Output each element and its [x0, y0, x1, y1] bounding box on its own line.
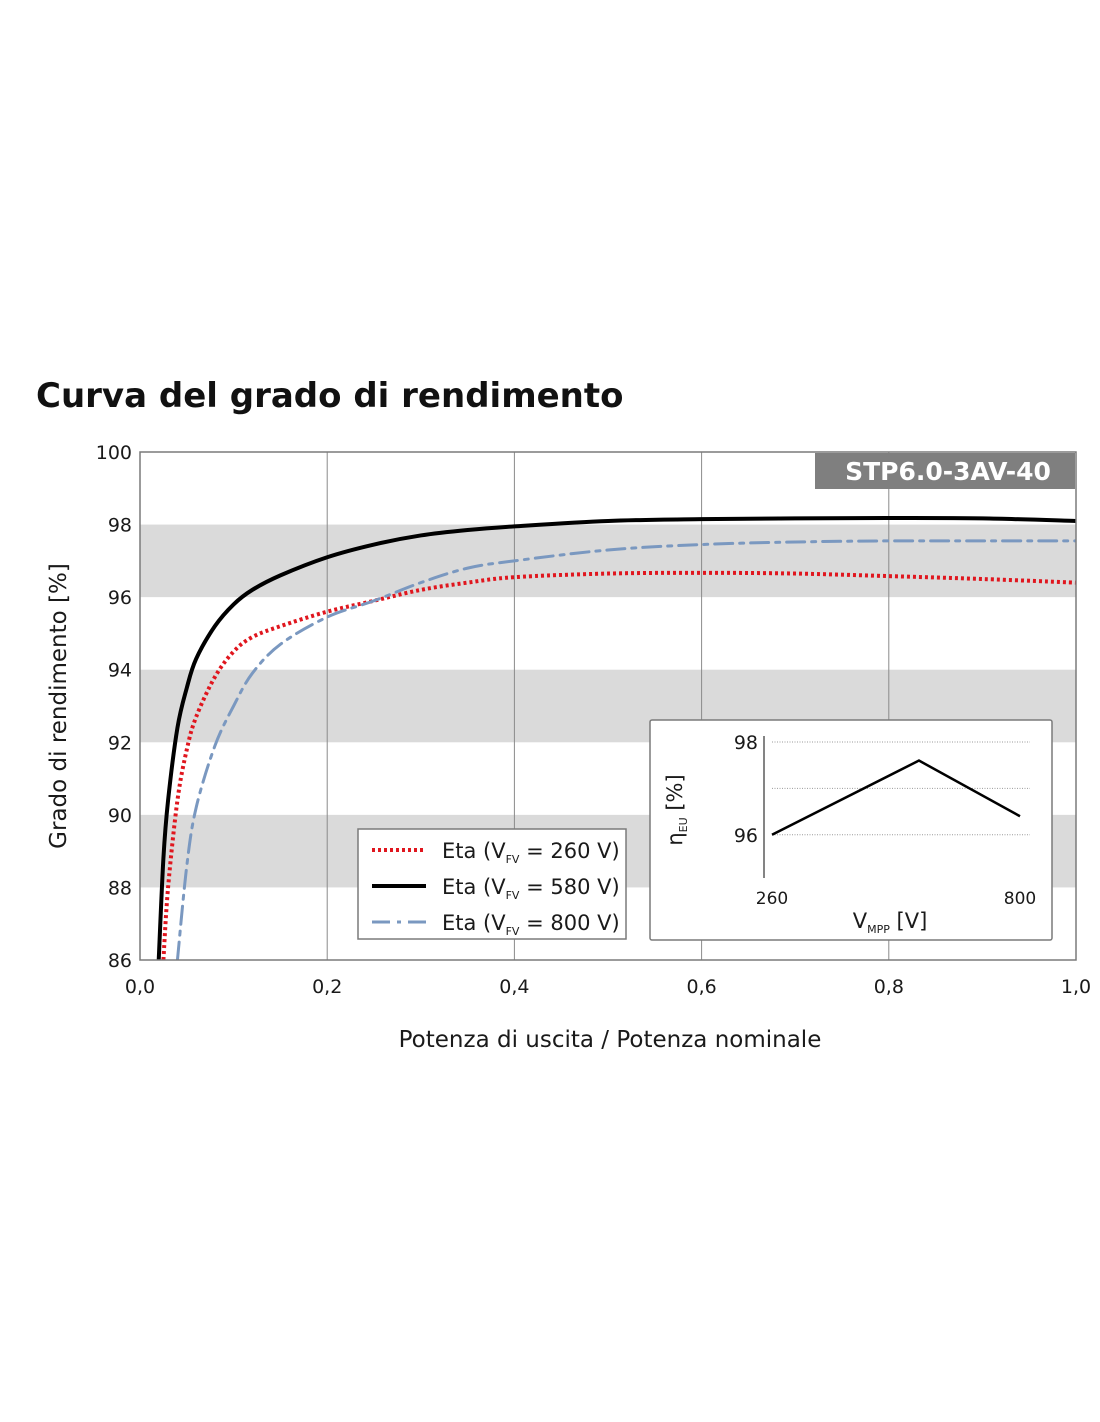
inset-x-axis-label: VMPP [V] [853, 909, 928, 936]
y-axis-label: Grado di rendimento [%] [46, 563, 72, 849]
y-tick-label: 90 [108, 805, 132, 827]
x-tick-label: 0,2 [312, 976, 342, 998]
y-tick-label: 100 [96, 442, 132, 464]
x-tick-labels: 0,0 0,2 0,4 0,6 0,8 1,0 [125, 976, 1091, 998]
inset-y-tick-label: 96 [734, 825, 758, 847]
model-badge-label: STP6.0-3AV-40 [845, 457, 1051, 486]
legend-label: Eta (VFV = 800 V) [442, 911, 620, 938]
y-tick-label: 88 [108, 877, 132, 899]
x-axis-label: Potenza di uscita / Potenza nominale [399, 1027, 822, 1053]
inset-y-tick-label: 98 [734, 732, 758, 754]
inset-x-tick-label: 800 [1004, 889, 1036, 909]
legend-label: Eta (VFV = 580 V) [442, 875, 620, 902]
series-lines [156, 516, 1076, 960]
y-tick-label: 94 [108, 660, 132, 682]
inset-y-axis-label: ηEU [%] [663, 774, 690, 845]
page-title: Curva del grado di rendimento [36, 376, 624, 416]
x-tick-label: 0,8 [874, 976, 904, 998]
series-line [161, 570, 1076, 960]
inset-x-tick-label: 260 [756, 889, 788, 909]
x-tick-label: 1,0 [1061, 976, 1091, 998]
legend: Eta (VFV = 260 V) Eta (VFV = 580 V) Eta (V… [357, 828, 627, 940]
x-tick-label: 0,4 [499, 976, 529, 998]
y-tick-label: 92 [108, 732, 132, 754]
model-badge: STP6.0-3AV-40 [815, 453, 1075, 489]
x-tick-label: 0,6 [686, 976, 716, 998]
legend-label: Eta (VFV = 260 V) [442, 839, 620, 866]
inset-chart: 96 98 260 800 VMPP [V] ηEU [%] [649, 719, 1053, 941]
y-tick-label: 96 [108, 587, 132, 609]
plot-frame [139, 451, 1077, 961]
x-tick-label: 0,0 [125, 976, 155, 998]
y-tick-label: 98 [108, 515, 132, 537]
y-tick-labels: 86 88 90 92 94 96 98 100 [96, 442, 132, 972]
series-line [156, 516, 1076, 960]
series-line [175, 539, 1076, 960]
grey-band [140, 524, 1076, 598]
inset-line [771, 759, 1021, 836]
y-tick-label: 86 [108, 950, 132, 972]
